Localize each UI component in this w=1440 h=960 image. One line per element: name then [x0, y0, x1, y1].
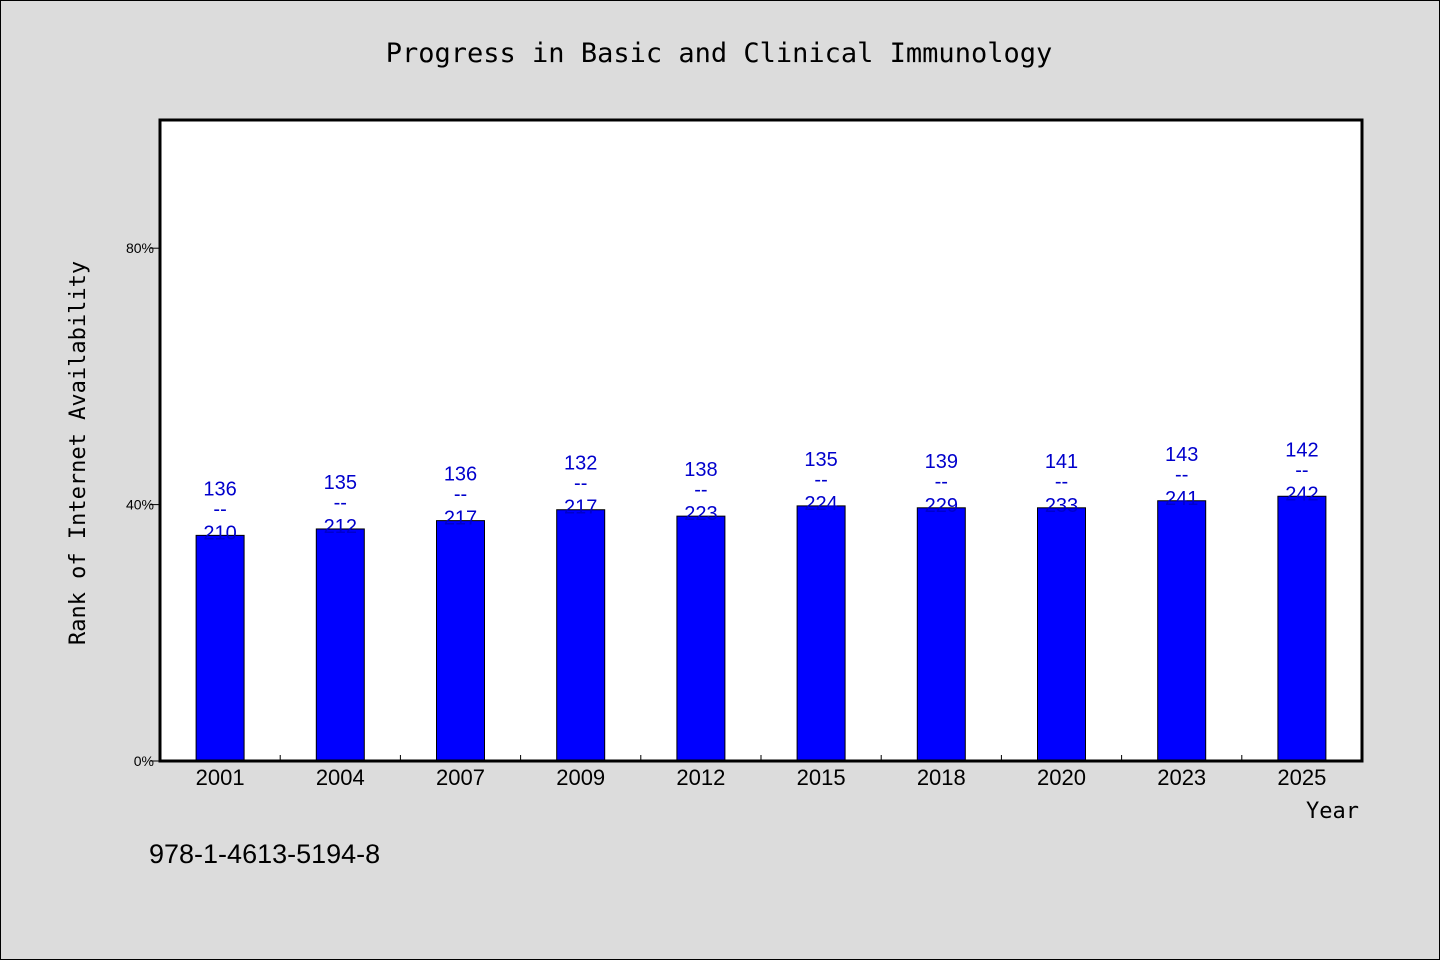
- bar-label-separator: --: [574, 473, 587, 495]
- bar-label-bottom: 242: [1285, 483, 1318, 505]
- x-tick-label: 2025: [1277, 765, 1326, 790]
- bar-label-top: 138: [684, 459, 717, 481]
- bar: [916, 507, 966, 762]
- bar-label-top: 132: [564, 453, 597, 475]
- bar-label-bottom: 241: [1165, 488, 1198, 510]
- plot-border: [158, 118, 1364, 763]
- x-tick-label: 2009: [556, 765, 605, 790]
- bar-label-top: 136: [444, 464, 477, 486]
- bar-label-bottom: 217: [444, 508, 477, 530]
- bar: [195, 534, 245, 762]
- bar-label-top: 142: [1285, 439, 1318, 461]
- bar-label-top: 141: [1045, 451, 1078, 473]
- bar: [556, 509, 606, 762]
- bar: [1277, 495, 1327, 762]
- bar-label-top: 143: [1165, 444, 1198, 466]
- x-tick-label: 2007: [436, 765, 485, 790]
- bar: [436, 520, 485, 762]
- x-tick-label: 2001: [196, 765, 245, 790]
- x-tick-label: 2004: [316, 765, 365, 790]
- bar-label-separator: --: [334, 492, 347, 514]
- y-tick-label: 0%: [134, 753, 154, 769]
- bar-label-top: 136: [203, 478, 236, 500]
- bar-label-separator: --: [814, 469, 827, 491]
- bar-label-top: 139: [925, 451, 958, 473]
- bar-label-separator: --: [935, 471, 948, 493]
- bar-label-top: 135: [804, 449, 837, 471]
- y-axis-title: Rank of Internet Availability: [66, 261, 91, 645]
- bar: [796, 505, 846, 762]
- bar-label-separator: --: [1055, 471, 1068, 493]
- y-tick-label: 40%: [126, 497, 154, 513]
- bar-label-separator: --: [454, 484, 467, 506]
- bar-label-separator: --: [1175, 464, 1188, 486]
- bar-label-top: 135: [324, 472, 357, 494]
- x-tick-label: 2015: [797, 765, 846, 790]
- bar: [676, 515, 726, 762]
- bar: [315, 528, 365, 762]
- bar-label-bottom: 217: [564, 497, 597, 519]
- bar: [1037, 507, 1086, 762]
- x-tick-label: 2018: [917, 765, 966, 790]
- x-axis-title: Year: [1306, 799, 1359, 824]
- bar-label-bottom: 224: [804, 493, 837, 515]
- bar: [1157, 500, 1207, 762]
- bar-label-bottom: 210: [203, 522, 236, 544]
- x-tick-label: 2023: [1157, 765, 1206, 790]
- bar-label-separator: --: [1295, 459, 1308, 481]
- bar-label-separator: --: [694, 479, 707, 501]
- bar-label-bottom: 223: [684, 503, 717, 525]
- x-tick-label: 2020: [1037, 765, 1086, 790]
- isbn-label: 978-1-4613-5194-8: [149, 839, 380, 869]
- x-tick-label: 2012: [676, 765, 725, 790]
- y-tick-label: 80%: [126, 240, 154, 256]
- bar-label-bottom: 233: [1045, 495, 1078, 517]
- bar-label-bottom: 212: [324, 516, 357, 538]
- plot-area: 0%40%80%136--2102001135--2122004136--217…: [126, 118, 1364, 790]
- bar-label-bottom: 229: [925, 495, 958, 517]
- bar-label-separator: --: [213, 498, 226, 520]
- chart-title: Progress in Basic and Clinical Immunolog…: [386, 38, 1052, 69]
